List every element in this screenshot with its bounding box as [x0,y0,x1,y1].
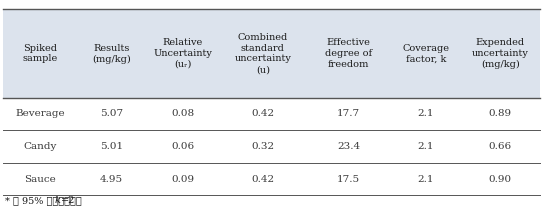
Text: k: k [55,196,61,205]
Text: Expended
uncertainty
(mg/kg): Expended uncertainty (mg/kg) [472,38,529,69]
Text: Relative
Uncertainty
(uᵣ): Relative Uncertainty (uᵣ) [154,38,212,69]
Text: Coverage
factor, k: Coverage factor, k [402,44,450,63]
Text: Candy: Candy [23,142,56,151]
Text: 23.4: 23.4 [337,142,360,151]
Text: 0.08: 0.08 [171,109,194,118]
Text: Spiked
sample: Spiked sample [22,44,58,63]
Text: 0.42: 0.42 [251,175,274,184]
Text: Sauce: Sauce [24,175,56,184]
Text: 0.42: 0.42 [251,109,274,118]
Text: 5.07: 5.07 [100,109,123,118]
Text: 0.09: 0.09 [171,175,194,184]
Text: 0.90: 0.90 [489,175,512,184]
Text: 17.5: 17.5 [337,175,360,184]
Text: Effective
degree of
freedom: Effective degree of freedom [325,38,372,69]
Text: 4.95: 4.95 [100,175,123,184]
Text: 2.1: 2.1 [418,109,434,118]
Text: 2.1: 2.1 [418,142,434,151]
Text: 0.66: 0.66 [489,142,512,151]
Text: 17.7: 17.7 [337,109,360,118]
Text: =2: =2 [61,196,75,205]
Text: Results
(mg/kg): Results (mg/kg) [92,44,131,63]
Bar [3,9,540,98]
Text: 0.32: 0.32 [251,142,274,151]
Text: 2.1: 2.1 [418,175,434,184]
Text: Beverage: Beverage [15,109,65,118]
Text: 0.89: 0.89 [489,109,512,118]
Text: * 약 95% 신룰수준에서: * 약 95% 신룰수준에서 [5,196,89,205]
Text: 0.06: 0.06 [171,142,194,151]
Text: Combined
standard
uncertainty
(u): Combined standard uncertainty (u) [235,33,292,74]
Text: 5.01: 5.01 [100,142,123,151]
